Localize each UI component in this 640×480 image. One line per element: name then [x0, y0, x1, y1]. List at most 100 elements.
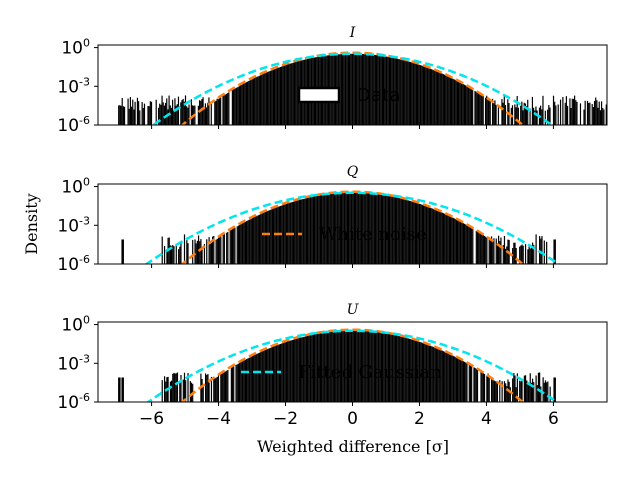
data-bar: [202, 97, 204, 125]
data-bar: [250, 79, 252, 125]
y-tick-label: 10-6: [57, 114, 90, 136]
data-bar: [461, 360, 463, 402]
x-tick-label: 4: [481, 409, 492, 429]
data-bar: [254, 216, 256, 264]
data-bar: [284, 204, 286, 264]
data-bar: [249, 357, 251, 402]
data-bar: [486, 95, 488, 125]
data-bar: [247, 220, 249, 264]
data-bar: [537, 372, 540, 402]
data-bar: [322, 195, 324, 264]
data-bar: [409, 62, 412, 125]
data-bar: [299, 199, 302, 264]
data-bar: [317, 195, 319, 264]
y-tick-exponent: -6: [79, 253, 90, 266]
data-bar: [487, 99, 489, 125]
data-bar: [479, 93, 481, 125]
data-bar: [492, 378, 494, 402]
data-bar: [222, 234, 224, 264]
data-bar: [192, 239, 194, 264]
data-bar: [527, 381, 529, 402]
data-bar: [315, 334, 317, 402]
data-bar: [514, 375, 516, 402]
data-bar: [204, 373, 207, 402]
data-bar: [435, 210, 438, 264]
data-bar: [164, 102, 167, 125]
data-bar: [184, 95, 187, 125]
data-bar: [357, 53, 359, 125]
data-bar: [265, 72, 267, 125]
data-bar: [260, 352, 262, 402]
data-bar: [536, 385, 538, 402]
data-bar: [275, 345, 277, 402]
data-bar: [161, 236, 163, 264]
data-bar: [288, 341, 290, 402]
data-bar: [354, 53, 357, 125]
data-bar: [297, 200, 299, 264]
data-bar: [368, 54, 371, 125]
data-bar: [458, 358, 460, 402]
data-bar: [227, 369, 229, 402]
data-bar: [250, 356, 252, 402]
data-bar: [520, 245, 522, 264]
panel-title-i: I: [349, 25, 356, 41]
data-bar: [222, 96, 224, 125]
data-bar: [295, 62, 297, 125]
data-bar: [565, 96, 568, 125]
data-bar: [384, 333, 386, 402]
data-bar: [468, 226, 470, 264]
data-bar: [541, 236, 543, 264]
data-bar: [194, 239, 196, 264]
data-bar: [171, 245, 173, 264]
x-tick-label: −6: [139, 409, 164, 429]
data-bar: [271, 70, 273, 125]
data-bar: [426, 206, 428, 264]
data-bar: [412, 339, 414, 402]
data-bar: [454, 356, 456, 402]
data-bar: [420, 204, 422, 264]
data-bar: [465, 362, 467, 402]
data-bar: [524, 244, 527, 264]
data-bar: [515, 107, 517, 125]
data-bar: [455, 80, 457, 125]
data-bar: [233, 366, 235, 402]
data-bar: [522, 110, 524, 125]
data-bar: [347, 53, 350, 125]
data-bar: [468, 364, 470, 402]
data-bar: [484, 97, 487, 125]
data-bar: [481, 234, 483, 264]
data-bar: [347, 192, 350, 264]
data-bar: [453, 79, 455, 125]
data-bar: [250, 218, 252, 264]
data-bar: [541, 109, 543, 125]
data-bar: [460, 82, 462, 125]
data-bar: [118, 105, 120, 125]
data-bar: [378, 194, 380, 264]
data-bar: [352, 53, 354, 125]
data-bar: [183, 372, 186, 402]
data-bar: [168, 95, 170, 125]
data-bar: [372, 331, 374, 402]
data-bar: [366, 54, 368, 125]
data-bar: [430, 207, 432, 264]
data-bar: [412, 62, 414, 125]
data-bar: [283, 342, 285, 402]
data-bar: [490, 236, 493, 264]
data-bar: [411, 201, 413, 264]
data-bar: [425, 66, 427, 125]
data-bar: [277, 344, 279, 402]
data-bar: [175, 243, 177, 264]
data-bar: [365, 331, 367, 402]
data-bar: [514, 104, 516, 125]
data-bar: [282, 205, 284, 264]
data-bar: [487, 373, 489, 402]
data-bar: [239, 85, 242, 125]
data-bar: [122, 106, 124, 125]
data-bar: [554, 101, 556, 125]
data-bar: [463, 84, 466, 125]
data-bar: [264, 73, 266, 125]
data-bar: [282, 66, 284, 125]
y-tick-exponent: -6: [79, 391, 90, 404]
data-bar: [163, 245, 166, 264]
data-bar: [447, 353, 449, 402]
